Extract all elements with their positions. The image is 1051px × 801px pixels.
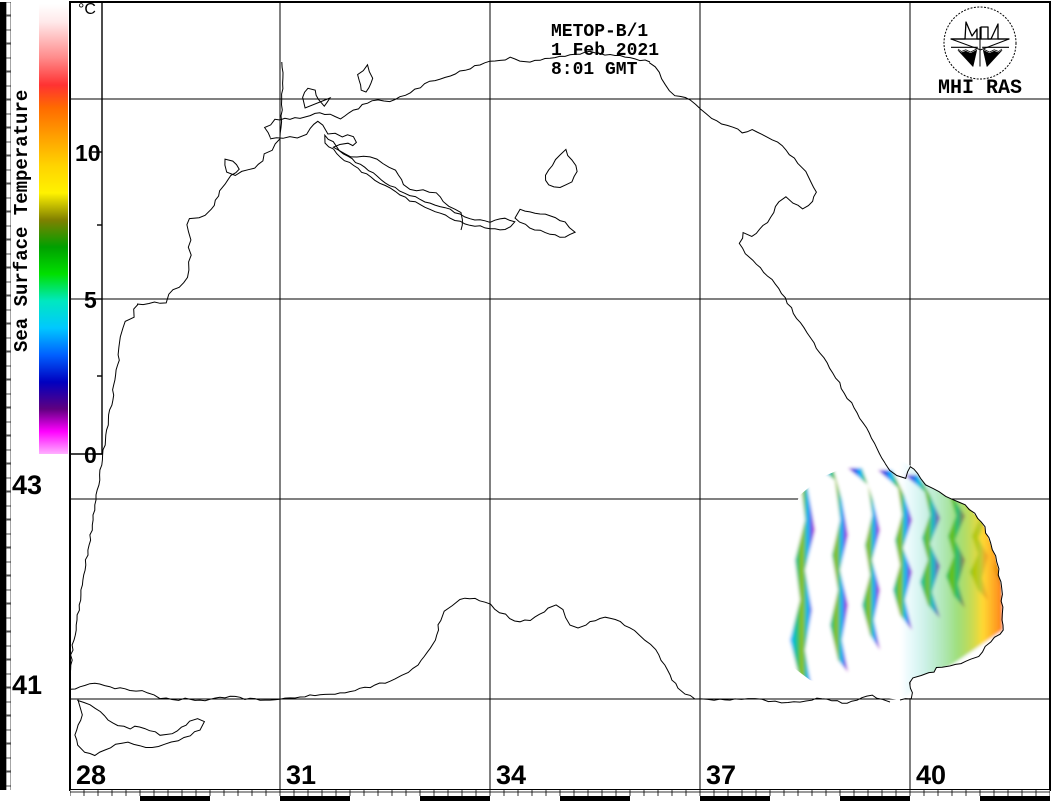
- svg-text:10: 10: [75, 140, 101, 166]
- svg-text:1 Feb 2021: 1 Feb 2021: [551, 41, 659, 61]
- svg-text:Sea Surface Temperature: Sea Surface Temperature: [11, 90, 33, 352]
- svg-text:0: 0: [84, 442, 97, 468]
- svg-text:METOP-B/1: METOP-B/1: [551, 22, 648, 42]
- svg-text:41: 41: [12, 670, 42, 700]
- svg-text:MHI RAS: MHI RAS: [938, 77, 1022, 100]
- svg-text:5: 5: [84, 287, 97, 313]
- svg-text:31: 31: [286, 760, 316, 790]
- svg-text:8:01 GMT: 8:01 GMT: [551, 60, 638, 80]
- svg-text:37: 37: [706, 760, 736, 790]
- svg-text:°C: °C: [78, 1, 96, 18]
- svg-text:34: 34: [496, 760, 526, 790]
- svg-text:40: 40: [916, 760, 946, 790]
- svg-text:43: 43: [12, 470, 42, 500]
- svg-text:28: 28: [76, 760, 106, 790]
